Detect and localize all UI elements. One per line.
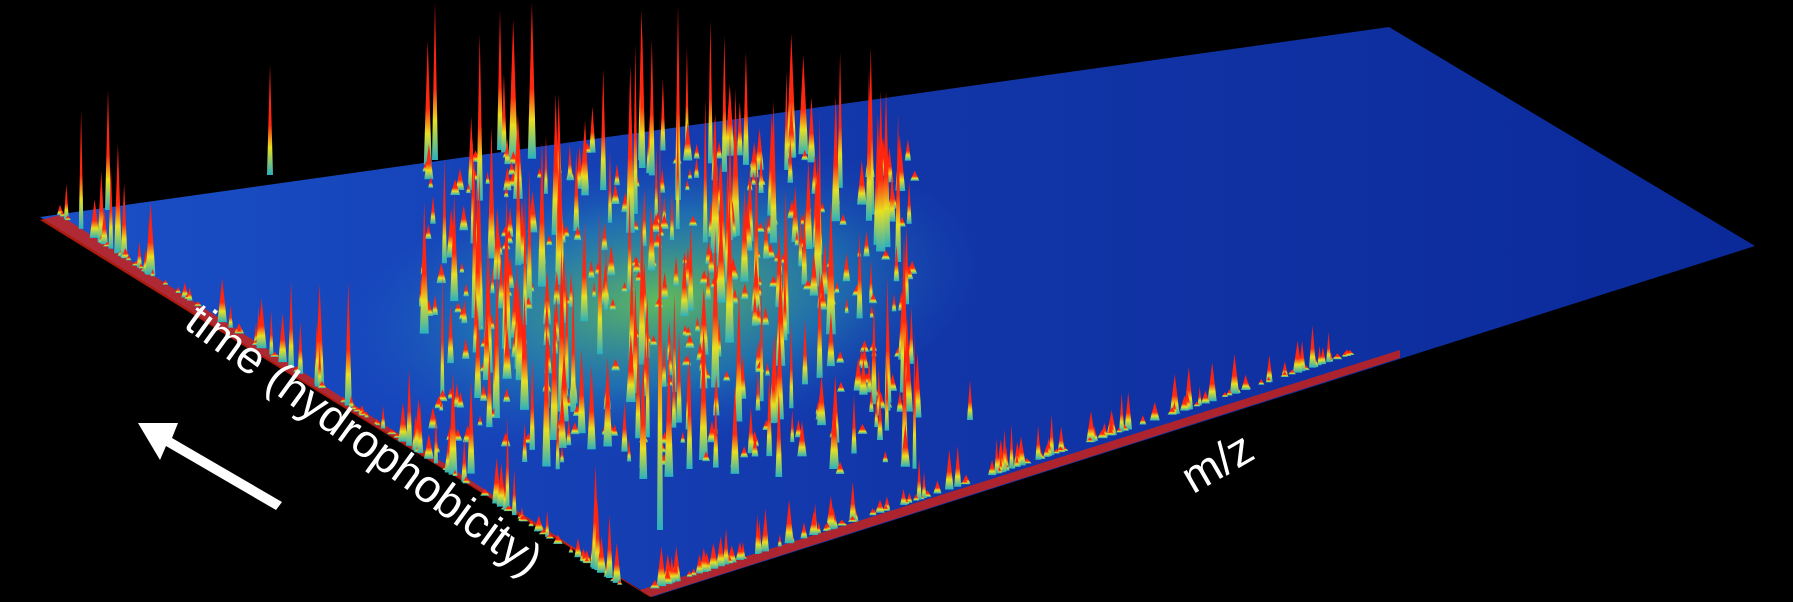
page: {"labels": {"time_axis": "time (hydropho… [0,0,1793,602]
figure: time (hydrophobicity) m/z [0,0,1793,602]
